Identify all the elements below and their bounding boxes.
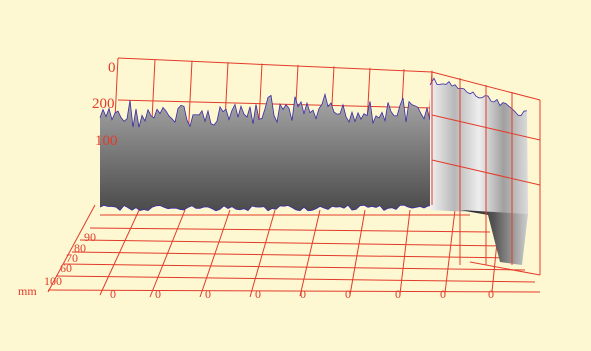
floor-grid-line	[199, 209, 231, 298]
bottom-tick-label: 0	[345, 287, 351, 301]
terrain-surface	[99, 92, 433, 212]
back-grid-line	[117, 57, 433, 73]
floor-grid-line	[71, 251, 516, 259]
depth-tick-label: 90	[84, 230, 96, 244]
bottom-tick-label: 0	[205, 287, 211, 301]
z-tick-label: 200	[92, 96, 115, 112]
unit-label: mm	[18, 284, 37, 298]
depth-tick-label: 70	[66, 251, 78, 265]
floor-grid-line	[299, 209, 321, 297]
right-wall-grid	[431, 71, 541, 276]
floor-grid-line	[79, 239, 506, 247]
bottom-tick-label: 0	[440, 287, 446, 301]
bottom-tick-label: 0	[110, 287, 116, 301]
floor-grid-line	[249, 209, 276, 298]
z-tick-label: 0	[108, 60, 116, 76]
floor-grid-line	[55, 275, 536, 283]
floor-grid-line	[89, 227, 491, 233]
depth-tick-label: 100	[44, 274, 62, 288]
floor-grid-line	[399, 209, 411, 295]
floor-grid-line	[47, 289, 541, 293]
z-tick-label: 100	[95, 133, 118, 149]
bottom-tick-labels: 0 0 0 0 0 0 0 0 0	[110, 287, 494, 301]
depth-tick-label: 60	[60, 261, 72, 275]
bottom-tick-label: 0	[395, 287, 401, 301]
bottom-tick-label: 0	[155, 287, 161, 301]
right-grid-line	[469, 261, 541, 276]
floor-grid-line	[444, 209, 456, 294]
right-grid-line	[431, 159, 541, 186]
back-grid-line	[117, 99, 433, 109]
floor-grid-line	[99, 207, 141, 296]
floor-grid-line	[349, 209, 366, 296]
raised-block	[429, 77, 528, 265]
right-grid-line	[431, 114, 541, 141]
floor-grid-line	[47, 204, 96, 293]
bottom-tick-label: 0	[488, 287, 494, 301]
bottom-tick-label: 0	[255, 287, 261, 301]
depth-tick-label: 80	[74, 241, 86, 255]
floor-grid	[47, 204, 541, 298]
floor-grid-line	[149, 209, 186, 298]
bottom-tick-label: 0	[300, 287, 306, 301]
floor-grid-line	[63, 263, 526, 271]
